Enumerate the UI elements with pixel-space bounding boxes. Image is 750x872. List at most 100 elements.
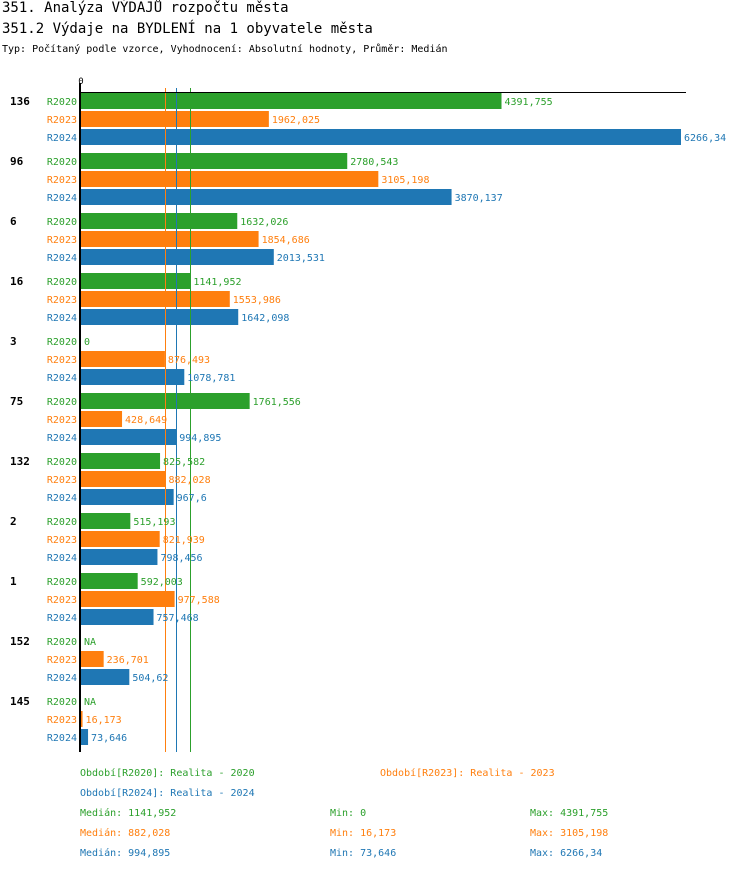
series-label: R2020 bbox=[47, 217, 77, 228]
bar-r2023-6 bbox=[81, 231, 259, 247]
series-label: R2023 bbox=[47, 715, 77, 726]
series-label: R2023 bbox=[47, 415, 77, 426]
series-label: R2020 bbox=[47, 337, 77, 348]
data-label: 1962,025 bbox=[272, 115, 320, 126]
data-label: 1078,781 bbox=[187, 373, 235, 384]
bar-r2024-6 bbox=[81, 249, 274, 265]
series-label: R2023 bbox=[47, 355, 77, 366]
data-label: 1642,098 bbox=[241, 313, 289, 324]
bar-r2024-96 bbox=[81, 189, 452, 205]
bar-r2024-152 bbox=[81, 669, 130, 685]
series-label: R2024 bbox=[47, 373, 77, 384]
category-label: 6 bbox=[10, 215, 17, 228]
data-label: 73,646 bbox=[91, 733, 127, 744]
legend-median-r2020: Medián: 1141,952 bbox=[80, 808, 177, 819]
data-label: 0 bbox=[84, 337, 90, 348]
series-label: R2023 bbox=[47, 175, 77, 186]
data-label: 821,939 bbox=[163, 535, 205, 546]
series-label: R2020 bbox=[47, 157, 77, 168]
legend-min-r2020: Min: 0 bbox=[330, 808, 367, 819]
data-label: 1761,556 bbox=[253, 397, 301, 408]
category-label: 132 bbox=[10, 455, 30, 468]
data-label: 757,468 bbox=[157, 613, 199, 624]
data-label: 3870,137 bbox=[455, 193, 503, 204]
bar-r2024-75 bbox=[81, 429, 177, 445]
data-label: 4391,755 bbox=[505, 97, 553, 108]
series-label: R2020 bbox=[47, 457, 77, 468]
series-label: R2023 bbox=[47, 475, 77, 486]
data-label: 1141,952 bbox=[193, 277, 241, 288]
data-label: NA bbox=[84, 637, 96, 648]
data-label: 2780,543 bbox=[350, 157, 398, 168]
data-label: 1854,686 bbox=[262, 235, 310, 246]
data-label: 236,701 bbox=[107, 655, 149, 666]
bar-r2023-152 bbox=[81, 651, 104, 667]
data-label: 876,493 bbox=[168, 355, 210, 366]
data-label: 967,6 bbox=[177, 493, 207, 504]
chart-info: Typ: Počítaný podle vzorce, Vyhodnocení:… bbox=[2, 44, 448, 55]
bar-r2024-145 bbox=[81, 729, 89, 745]
bar-r2023-75 bbox=[81, 411, 123, 427]
series-label: R2023 bbox=[47, 535, 77, 546]
legend-min-r2024: Min: 73,646 bbox=[330, 848, 397, 859]
series-label: R2023 bbox=[47, 235, 77, 246]
series-label: R2023 bbox=[47, 595, 77, 606]
legend-period-r2020: Období[R2020]: Realita - 2020 bbox=[80, 768, 255, 779]
bar-r2023-136 bbox=[81, 111, 269, 127]
bar-r2023-1 bbox=[81, 591, 175, 607]
series-label: R2020 bbox=[47, 397, 77, 408]
data-label: 798,456 bbox=[160, 553, 202, 564]
series-label: R2024 bbox=[47, 193, 77, 204]
bar-r2020-6 bbox=[81, 213, 238, 229]
series-label: R2024 bbox=[47, 673, 77, 684]
chart-title: 351. Analýza VÝDAJŮ rozpočtu města bbox=[2, 0, 289, 16]
legend-max-r2024: Max: 6266,34 bbox=[530, 848, 603, 859]
series-label: R2024 bbox=[47, 613, 77, 624]
data-label: 515,193 bbox=[133, 517, 175, 528]
legend-median-r2024: Medián: 994,895 bbox=[80, 848, 171, 859]
category-label: 136 bbox=[10, 95, 30, 108]
series-label: R2024 bbox=[47, 433, 77, 444]
data-label: 3105,198 bbox=[381, 175, 429, 186]
series-label: R2024 bbox=[47, 313, 77, 324]
series-label: R2020 bbox=[47, 697, 77, 708]
bar-r2020-1 bbox=[81, 573, 138, 589]
data-label: 977,588 bbox=[178, 595, 220, 606]
data-label: 504,62 bbox=[132, 673, 168, 684]
bar-r2020-132 bbox=[81, 453, 161, 469]
legend-min-r2023: Min: 16,173 bbox=[330, 828, 397, 839]
bar-r2023-132 bbox=[81, 471, 166, 487]
category-label: 1 bbox=[10, 575, 17, 588]
series-label: R2020 bbox=[47, 277, 77, 288]
bar-r2024-132 bbox=[81, 489, 174, 505]
bar-r2023-145 bbox=[81, 711, 83, 727]
legend-median-r2023: Medián: 882,028 bbox=[80, 828, 171, 839]
series-label: R2023 bbox=[47, 655, 77, 666]
bar-r2023-96 bbox=[81, 171, 379, 187]
data-label: 994,895 bbox=[179, 433, 221, 444]
series-label: R2024 bbox=[47, 253, 77, 264]
bar-r2023-3 bbox=[81, 351, 165, 367]
bar-r2023-2 bbox=[81, 531, 160, 547]
bar-r2024-1 bbox=[81, 609, 154, 625]
bar-r2024-2 bbox=[81, 549, 158, 565]
data-label: 2013,531 bbox=[277, 253, 325, 264]
data-label: NA bbox=[84, 697, 96, 708]
category-label: 3 bbox=[10, 335, 17, 348]
series-label: R2024 bbox=[47, 733, 77, 744]
category-label: 145 bbox=[10, 695, 30, 708]
data-label: 592,003 bbox=[141, 577, 183, 588]
bar-r2020-96 bbox=[81, 153, 348, 169]
data-label: 1632,026 bbox=[240, 217, 288, 228]
x-tick-label: 0 bbox=[78, 77, 83, 87]
bar-r2024-3 bbox=[81, 369, 185, 385]
legend-max-r2020: Max: 4391,755 bbox=[530, 808, 609, 819]
bar-r2020-16 bbox=[81, 273, 191, 289]
category-label: 16 bbox=[10, 275, 24, 288]
data-label: 16,173 bbox=[86, 715, 122, 726]
data-label: 882,028 bbox=[168, 475, 210, 486]
category-label: 96 bbox=[10, 155, 24, 168]
category-label: 152 bbox=[10, 635, 30, 648]
bar-r2020-2 bbox=[81, 513, 131, 529]
